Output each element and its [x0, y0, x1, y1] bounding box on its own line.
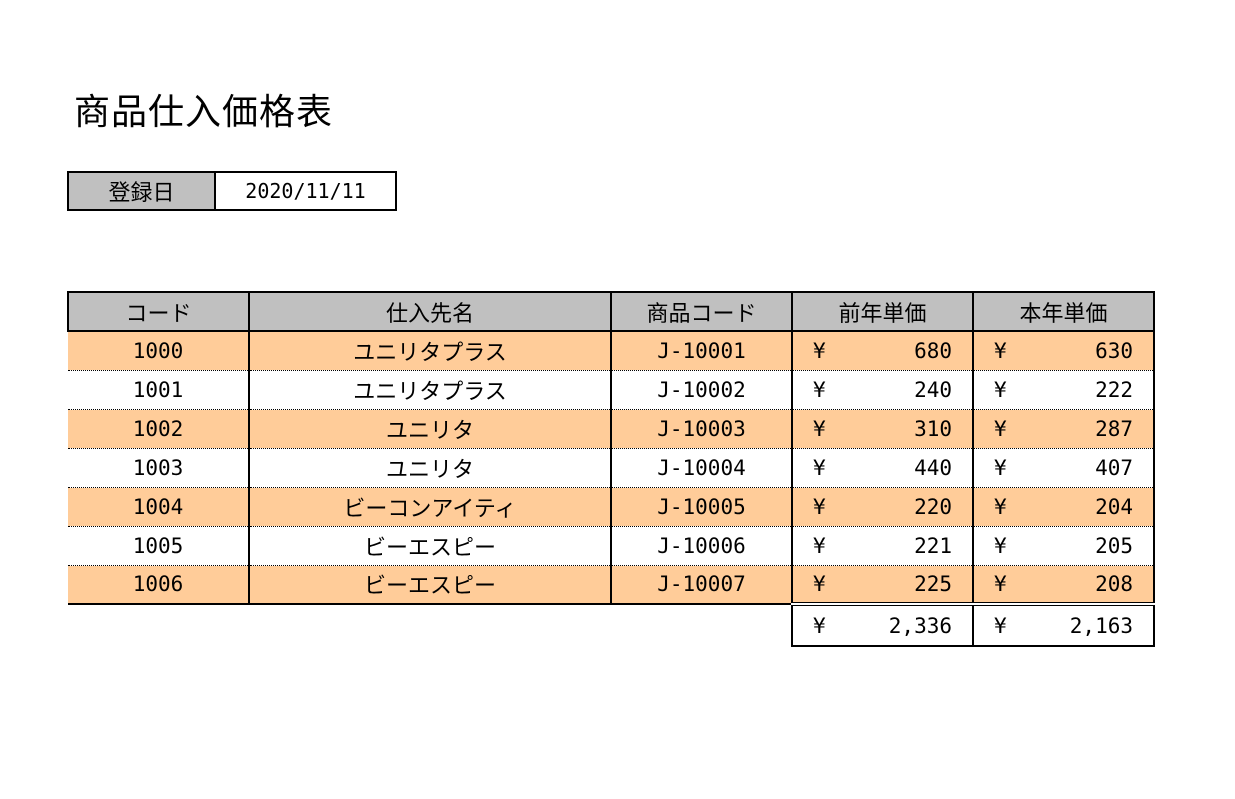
header-supplier-name: 仕入先名	[248, 291, 612, 332]
cell-prev-year-price-value: 221	[914, 533, 952, 558]
cell-prev-year-price-value: 225	[914, 571, 952, 596]
cell-code[interactable]: 1001	[68, 370, 250, 410]
cell-prev-year-price[interactable]: ¥440	[791, 448, 974, 488]
cell-product-code[interactable]: J-10007	[610, 565, 793, 605]
table-row: 1002 ユニリタ J-10003 ¥310 ¥287	[68, 409, 1155, 449]
cell-prev-year-price[interactable]: ¥221	[791, 526, 974, 566]
cell-code[interactable]: 1003	[68, 448, 250, 488]
cell-code[interactable]: 1000	[68, 331, 250, 371]
cell-code[interactable]: 1002	[68, 409, 250, 449]
cell-current-year-price[interactable]: ¥222	[972, 370, 1155, 410]
yen-symbol: ¥	[994, 455, 1007, 480]
header-row: コード 仕入先名 商品コード 前年単価 本年単価	[67, 291, 1155, 332]
table-row: 1000 ユニリタプラス J-10001 ¥680 ¥630	[68, 331, 1155, 371]
yen-symbol: ¥	[813, 416, 826, 441]
cell-prev-year-price[interactable]: ¥220	[791, 487, 974, 527]
yen-symbol: ¥	[813, 377, 826, 402]
header-product-code: 商品コード	[610, 291, 793, 332]
table-row: 1005 ビーエスピー J-10006 ¥221 ¥205	[68, 526, 1155, 566]
yen-symbol: ¥	[813, 571, 826, 596]
price-table: コード 仕入先名 商品コード 前年単価 本年単価 1000 ユニリタプラス J-10…	[67, 291, 1155, 647]
yen-symbol: ¥	[994, 533, 1007, 558]
cell-supplier-name[interactable]: ユニリタプラス	[248, 331, 612, 371]
yen-symbol: ¥	[994, 416, 1007, 441]
cell-supplier-name[interactable]: ビーエスピー	[248, 526, 612, 566]
cell-current-year-price-value: 287	[1095, 416, 1133, 441]
cell-product-code[interactable]: J-10005	[610, 487, 793, 527]
totals-row: ¥ 2,336 ¥ 2,163	[68, 602, 1155, 647]
cell-current-year-price[interactable]: ¥407	[972, 448, 1155, 488]
cell-code[interactable]: 1004	[68, 487, 250, 527]
cell-prev-year-price-value: 220	[914, 494, 952, 519]
total-prev-year-price[interactable]: ¥ 2,336	[791, 602, 974, 647]
yen-symbol: ¥	[994, 613, 1007, 638]
table-row: 1001 ユニリタプラス J-10002 ¥240 ¥222	[68, 370, 1155, 410]
yen-symbol: ¥	[994, 377, 1007, 402]
yen-symbol: ¥	[813, 338, 826, 363]
table-row: 1006 ビーエスピー J-10007 ¥225 ¥208	[68, 565, 1155, 605]
cell-supplier-name[interactable]: ユニリタ	[248, 409, 612, 449]
cell-prev-year-price[interactable]: ¥680	[791, 331, 974, 371]
cell-supplier-name[interactable]: ビーコンアイティ	[248, 487, 612, 527]
yen-symbol: ¥	[813, 613, 826, 638]
cell-current-year-price-value: 204	[1095, 494, 1133, 519]
cell-prev-year-price[interactable]: ¥225	[791, 565, 974, 605]
cell-current-year-price-value: 208	[1095, 571, 1133, 596]
yen-symbol: ¥	[994, 571, 1007, 596]
cell-current-year-price-value: 222	[1095, 377, 1133, 402]
total-current-year-price[interactable]: ¥ 2,163	[972, 602, 1155, 647]
cell-prev-year-price[interactable]: ¥240	[791, 370, 974, 410]
header-prev-year-price: 前年単価	[791, 291, 974, 332]
cell-prev-year-price-value: 680	[914, 338, 952, 363]
cell-supplier-name[interactable]: ユニリタ	[248, 448, 612, 488]
cell-prev-year-price-value: 240	[914, 377, 952, 402]
cell-current-year-price[interactable]: ¥630	[972, 331, 1155, 371]
cell-code[interactable]: 1006	[68, 565, 250, 605]
cell-current-year-price-value: 407	[1095, 455, 1133, 480]
cell-product-code[interactable]: J-10001	[610, 331, 793, 371]
totals-blank	[68, 604, 792, 646]
cell-product-code[interactable]: J-10003	[610, 409, 793, 449]
cell-product-code[interactable]: J-10004	[610, 448, 793, 488]
yen-symbol: ¥	[813, 533, 826, 558]
yen-symbol: ¥	[994, 338, 1007, 363]
header-code: コード	[67, 291, 250, 332]
yen-symbol: ¥	[813, 494, 826, 519]
cell-code[interactable]: 1005	[68, 526, 250, 566]
cell-supplier-name[interactable]: ビーエスピー	[248, 565, 612, 605]
table-row: 1003 ユニリタ J-10004 ¥440 ¥407	[68, 448, 1155, 488]
header-current-year-price: 本年単価	[972, 291, 1155, 332]
table-row: 1004 ビーコンアイティ J-10005 ¥220 ¥204	[68, 487, 1155, 527]
total-prev-value: 2,336	[888, 613, 952, 638]
cell-prev-year-price[interactable]: ¥310	[791, 409, 974, 449]
cell-supplier-name[interactable]: ユニリタプラス	[248, 370, 612, 410]
cell-current-year-price[interactable]: ¥208	[972, 565, 1155, 605]
yen-symbol: ¥	[994, 494, 1007, 519]
cell-current-year-price[interactable]: ¥205	[972, 526, 1155, 566]
page-title: 商品仕入価格表	[74, 92, 334, 133]
total-cur-value: 2,163	[1069, 613, 1133, 638]
registration-date-label: 登録日	[69, 173, 216, 209]
cell-current-year-price[interactable]: ¥204	[972, 487, 1155, 527]
cell-prev-year-price-value: 440	[914, 455, 952, 480]
cell-product-code[interactable]: J-10002	[610, 370, 793, 410]
cell-current-year-price-value: 630	[1095, 338, 1133, 363]
yen-symbol: ¥	[813, 455, 826, 480]
registration-date-box: 登録日 2020/11/11	[67, 171, 397, 211]
cell-current-year-price-value: 205	[1095, 533, 1133, 558]
registration-date-value[interactable]: 2020/11/11	[216, 173, 395, 209]
cell-current-year-price[interactable]: ¥287	[972, 409, 1155, 449]
cell-prev-year-price-value: 310	[914, 416, 952, 441]
cell-product-code[interactable]: J-10006	[610, 526, 793, 566]
